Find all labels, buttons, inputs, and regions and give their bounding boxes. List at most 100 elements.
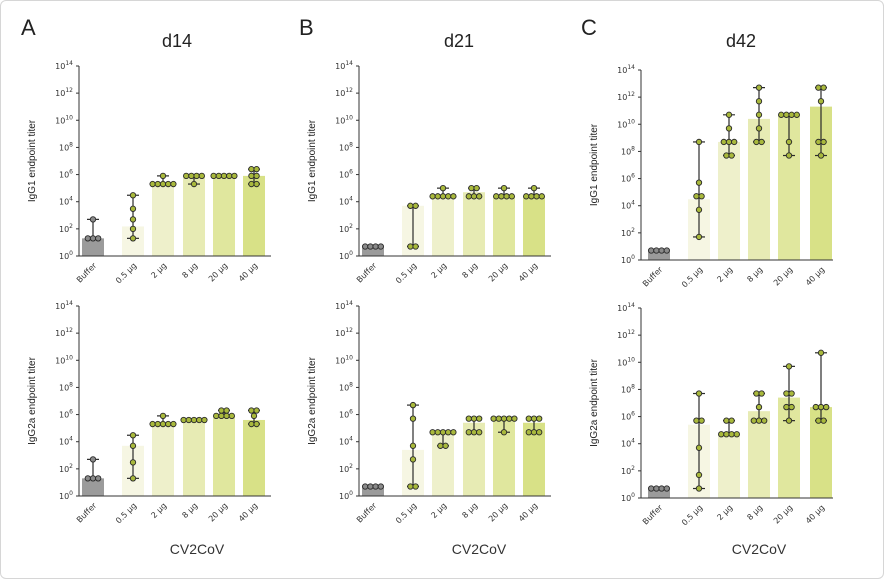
data-point xyxy=(129,432,137,439)
y-tick-label: 108 xyxy=(59,381,73,392)
x-tick-label: 40 µg xyxy=(804,265,827,288)
data-point xyxy=(149,180,156,188)
y-axis-label: IgG1 endpoint titer xyxy=(27,119,38,202)
xlabel-c: CV2CoV xyxy=(731,541,787,557)
data-point xyxy=(159,172,167,180)
x-tick-label: 2 µg xyxy=(715,265,734,284)
data-point xyxy=(693,417,700,424)
data-point xyxy=(720,138,727,146)
y-tick-label: 102 xyxy=(621,465,635,476)
y-tick-label: 1012 xyxy=(617,91,635,102)
data-point xyxy=(223,407,230,414)
bar-3 xyxy=(463,192,485,256)
data-point xyxy=(695,390,703,397)
y-tick-label: 100 xyxy=(621,254,635,265)
data-point xyxy=(439,184,447,192)
data-point xyxy=(698,417,705,424)
data-point xyxy=(253,172,260,180)
y-tick-label: 1012 xyxy=(617,329,635,340)
data-point xyxy=(377,243,384,250)
data-point xyxy=(253,407,260,414)
data-point xyxy=(129,205,137,212)
data-point xyxy=(723,152,730,159)
y-tick-label: 102 xyxy=(59,463,73,474)
data-point xyxy=(820,84,827,91)
x-tick-label: 0.5 µg xyxy=(394,501,418,525)
data-point xyxy=(248,172,255,180)
data-point xyxy=(728,152,735,159)
data-point xyxy=(450,193,457,200)
data-point xyxy=(820,138,827,146)
y-tick-label: 104 xyxy=(621,200,635,211)
data-point xyxy=(473,184,480,192)
bar-0 xyxy=(362,486,384,496)
data-point xyxy=(648,485,655,492)
data-point xyxy=(248,166,255,173)
y-tick-label: 108 xyxy=(339,381,353,392)
bar-2 xyxy=(432,196,454,256)
data-point xyxy=(213,412,220,420)
data-point xyxy=(170,420,177,428)
data-point xyxy=(89,475,97,482)
data-point xyxy=(159,180,167,188)
bar-2 xyxy=(718,141,740,260)
data-point xyxy=(412,243,419,250)
data-point xyxy=(89,235,97,242)
x-tick-label: 40 µg xyxy=(237,501,260,524)
y-tick-label: 1012 xyxy=(335,327,353,338)
y-tick-label: 102 xyxy=(621,227,635,238)
data-point xyxy=(412,202,419,209)
y-axis-label: IgG1 endpoint titer xyxy=(307,119,318,202)
data-point xyxy=(84,475,91,482)
data-point xyxy=(220,172,228,180)
x-tick-label: 8 µg xyxy=(180,261,199,280)
x-tick-label: 8 µg xyxy=(460,261,479,280)
x-tick-label: 20 µg xyxy=(487,501,510,524)
data-point xyxy=(817,349,825,356)
x-tick-label: 8 µg xyxy=(460,501,479,520)
x-tick-label: 0.5 µg xyxy=(114,501,138,525)
data-point xyxy=(718,431,725,438)
data-point xyxy=(753,138,760,146)
data-point xyxy=(165,180,172,188)
bar-0 xyxy=(648,250,670,260)
bar-2 xyxy=(152,424,174,496)
y-tick-label: 1014 xyxy=(617,302,635,313)
data-point xyxy=(731,138,738,146)
y-axis-label: IgG2a endpoint titer xyxy=(307,356,318,445)
y-tick-label: 104 xyxy=(621,438,635,449)
x-tick-label: 2 µg xyxy=(429,261,448,280)
y-tick-label: 102 xyxy=(339,463,353,474)
title-d21: d21 xyxy=(443,31,475,51)
data-point xyxy=(490,415,497,422)
x-tick-label: 20 µg xyxy=(207,501,230,524)
data-point xyxy=(785,417,793,424)
data-point xyxy=(817,152,825,159)
data-point xyxy=(755,111,763,118)
data-point xyxy=(468,184,475,192)
y-tick-label: 106 xyxy=(59,409,73,420)
data-point xyxy=(695,444,703,451)
data-point xyxy=(185,416,192,424)
bar-2 xyxy=(152,184,174,256)
data-point xyxy=(465,193,472,200)
data-point xyxy=(783,111,790,118)
data-point xyxy=(788,390,795,397)
data-point xyxy=(439,429,447,436)
data-point xyxy=(409,442,417,449)
data-point xyxy=(533,193,540,200)
x-tick-label: 20 µg xyxy=(207,261,230,284)
data-point xyxy=(695,233,703,241)
data-point xyxy=(530,415,538,422)
data-point xyxy=(429,193,436,200)
x-tick-label: Buffer xyxy=(355,501,379,525)
y-tick-label: 1014 xyxy=(335,300,353,311)
y-tick-label: 100 xyxy=(339,490,353,501)
y-tick-label: 106 xyxy=(339,169,353,180)
panel-letter-a: A xyxy=(21,15,36,40)
data-point xyxy=(815,84,822,91)
x-tick-label: 20 µg xyxy=(772,503,795,526)
data-point xyxy=(823,403,830,411)
data-point xyxy=(218,412,225,420)
data-point xyxy=(409,401,417,409)
